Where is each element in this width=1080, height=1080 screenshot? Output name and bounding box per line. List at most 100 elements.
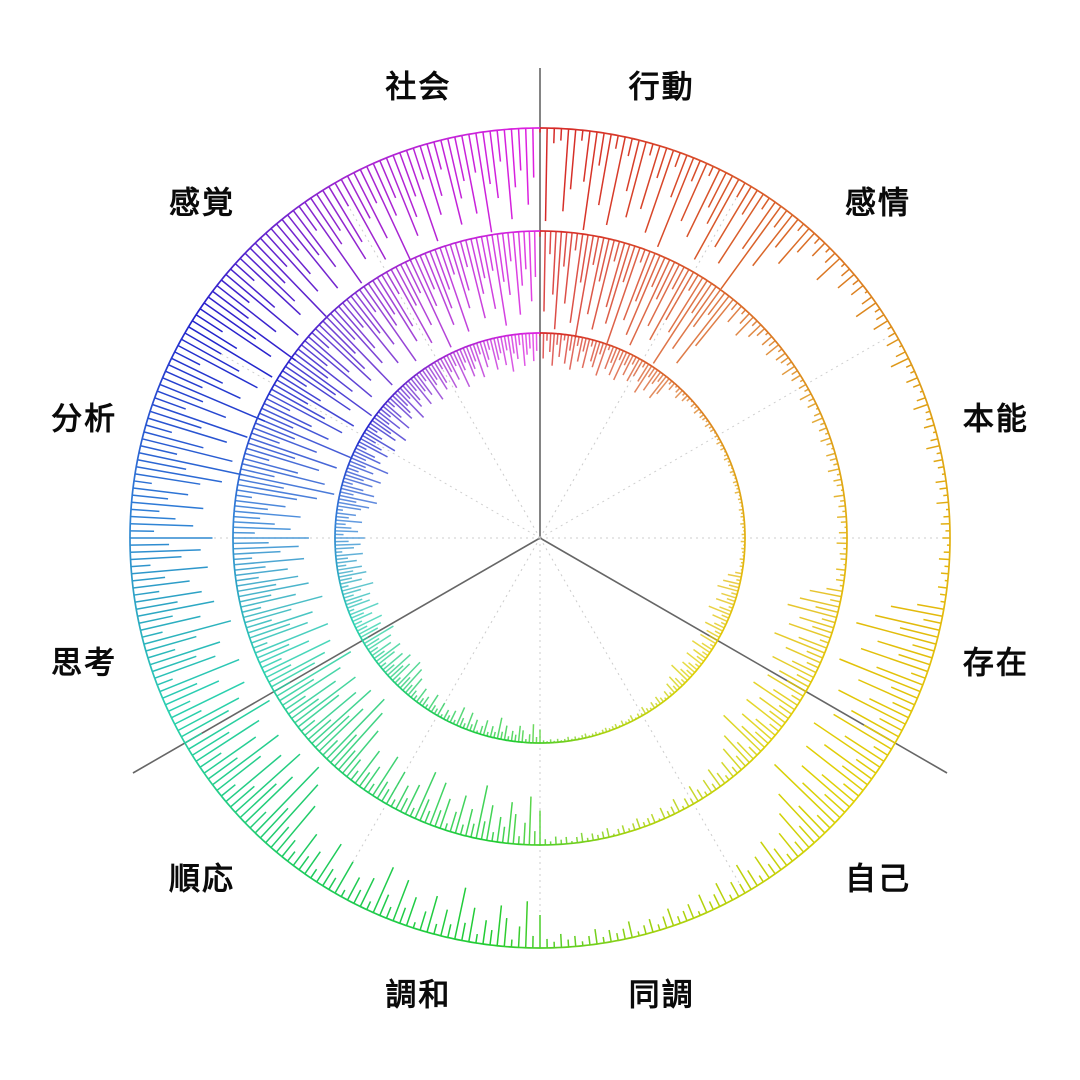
ring-baseline-segment bbox=[619, 724, 624, 728]
ring-baseline-segment bbox=[834, 617, 838, 623]
ring-baseline-segment bbox=[839, 473, 843, 480]
ring-baseline-segment bbox=[399, 149, 407, 154]
polar-bar bbox=[696, 789, 704, 799]
polar-bar bbox=[394, 392, 409, 407]
ring-baseline-segment bbox=[781, 722, 786, 728]
polar-bar bbox=[366, 901, 372, 910]
polar-bar bbox=[134, 473, 201, 485]
polar-bar bbox=[560, 933, 563, 948]
polar-bar bbox=[443, 356, 453, 373]
ring-baseline-segment bbox=[380, 405, 384, 410]
ring-baseline-segment bbox=[326, 312, 332, 318]
ring-baseline-segment bbox=[738, 491, 742, 496]
ring-baseline-segment bbox=[346, 295, 352, 301]
polar-bar bbox=[387, 400, 396, 408]
ring-baseline-segment bbox=[731, 604, 735, 609]
ring-baseline-segment bbox=[363, 282, 369, 288]
ring-baseline-segment bbox=[629, 719, 634, 724]
ring-baseline-segment bbox=[241, 611, 245, 618]
ring-baseline-segment bbox=[244, 822, 251, 829]
ring-baseline-segment bbox=[143, 424, 147, 433]
ring-baseline-segment bbox=[490, 736, 495, 739]
ring-baseline-segment bbox=[777, 344, 783, 350]
polar-bar bbox=[575, 836, 579, 843]
ring-baseline-segment bbox=[345, 604, 349, 609]
ring-baseline-segment bbox=[440, 137, 449, 142]
ring-baseline-segment bbox=[669, 813, 675, 818]
ring-baseline-segment bbox=[347, 611, 351, 616]
polar-bar bbox=[334, 309, 383, 364]
polar-bar bbox=[372, 163, 398, 216]
polar-bar bbox=[651, 371, 662, 385]
polar-bar bbox=[735, 755, 746, 767]
ring-baseline-segment bbox=[399, 687, 404, 691]
ring-baseline-segment bbox=[304, 335, 310, 342]
polar-bar bbox=[251, 432, 280, 444]
polar-bar bbox=[592, 236, 600, 266]
polar-bar bbox=[402, 668, 423, 691]
ring-baseline-segment bbox=[599, 732, 604, 735]
polar-bar bbox=[528, 796, 532, 845]
ring-baseline-segment bbox=[159, 691, 164, 699]
polar-bar bbox=[246, 447, 320, 472]
polar-bar bbox=[717, 584, 739, 592]
polar-bar bbox=[216, 755, 262, 792]
ring-baseline-segment bbox=[613, 833, 620, 837]
polar-bar bbox=[616, 932, 619, 941]
ring-baseline-segment bbox=[697, 274, 704, 279]
ring-baseline-segment bbox=[356, 441, 360, 446]
ring-baseline-segment bbox=[281, 855, 289, 862]
ring-baseline-segment bbox=[270, 846, 278, 853]
ring-baseline-segment bbox=[244, 447, 248, 454]
polar-bar bbox=[632, 360, 644, 377]
ring-baseline-segment bbox=[242, 453, 246, 459]
polar-bar bbox=[381, 274, 414, 327]
polar-bar bbox=[741, 713, 773, 740]
ring-baseline-segment bbox=[831, 442, 835, 449]
polar-bar bbox=[286, 214, 320, 256]
polar-bar bbox=[485, 805, 494, 841]
polar-bar bbox=[334, 182, 350, 207]
ring-baseline-segment bbox=[133, 473, 136, 482]
ring-baseline-segment bbox=[572, 231, 578, 235]
ring-baseline-segment bbox=[732, 772, 738, 778]
polar-bar bbox=[147, 648, 176, 659]
ring-baseline-segment bbox=[353, 168, 361, 174]
ring-baseline-segment bbox=[233, 569, 237, 576]
ring-baseline-segment bbox=[703, 658, 707, 662]
ring-baseline-segment bbox=[691, 400, 696, 405]
polar-bar bbox=[297, 348, 353, 393]
polar-bar bbox=[598, 132, 605, 166]
polar-bar bbox=[681, 395, 688, 402]
ring-baseline-segment bbox=[592, 339, 597, 342]
ring-baseline-segment bbox=[904, 351, 910, 359]
ring-baseline-segment bbox=[665, 375, 670, 380]
ring-baseline-segment bbox=[426, 141, 435, 145]
polar-bar bbox=[234, 566, 266, 571]
polar-bar bbox=[416, 373, 433, 396]
ring-baseline-segment bbox=[818, 832, 826, 839]
polar-bar bbox=[298, 855, 310, 871]
ring-baseline-segment bbox=[739, 495, 743, 500]
ring-baseline-segment bbox=[734, 474, 737, 479]
ring-baseline-segment bbox=[910, 704, 916, 712]
polar-bar bbox=[747, 870, 758, 887]
polar-bar bbox=[143, 620, 232, 645]
ring-baseline-segment bbox=[184, 742, 190, 750]
polar-bar bbox=[605, 242, 626, 308]
ring-baseline-segment bbox=[367, 422, 371, 427]
ring-baseline-segment bbox=[465, 835, 472, 838]
polar-bar bbox=[372, 280, 396, 315]
polar-bar bbox=[860, 647, 928, 673]
polar-bar bbox=[675, 387, 681, 393]
polar-bar bbox=[496, 816, 502, 843]
polar-bar bbox=[429, 782, 447, 825]
ring-baseline-segment bbox=[443, 354, 448, 358]
polar-bar bbox=[543, 231, 547, 312]
polar-bar bbox=[591, 833, 595, 841]
ring-baseline-segment bbox=[371, 416, 375, 421]
ring-baseline-segment bbox=[358, 438, 362, 443]
polar-bar bbox=[275, 223, 300, 251]
polar-bar bbox=[704, 422, 711, 428]
polar-bar bbox=[642, 369, 659, 391]
